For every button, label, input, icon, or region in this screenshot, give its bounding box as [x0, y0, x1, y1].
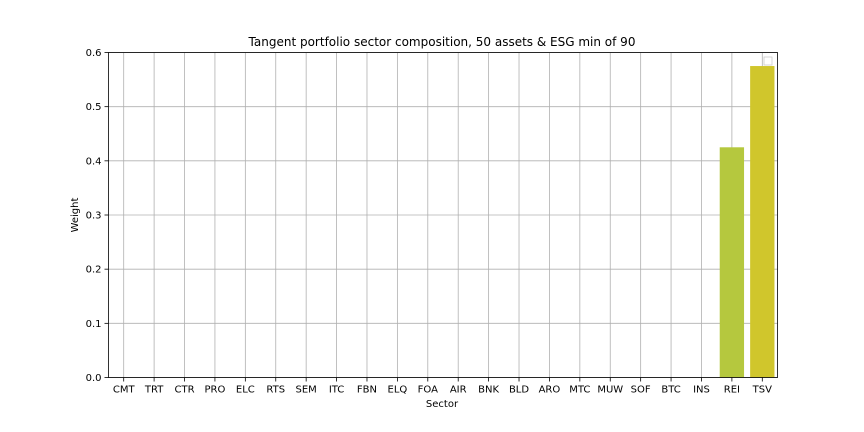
y-tick-label: 0.4	[86, 156, 102, 167]
x-tick-label: REI	[724, 385, 740, 396]
x-tick-label: INS	[693, 385, 710, 396]
x-tick-label: MTC	[569, 385, 590, 396]
legend	[763, 56, 773, 66]
y-tick-label: 0.1	[86, 319, 102, 330]
x-axis-label: Sector	[426, 399, 459, 410]
x-tick-label: MUW	[597, 385, 623, 396]
x-tick-label: PRO	[205, 385, 226, 396]
x-tick-label: BTC	[661, 385, 680, 396]
chart-title: Tangent portfolio sector composition, 50…	[248, 35, 636, 49]
x-tick-label: BLD	[509, 385, 529, 396]
x-tick-label: BNK	[478, 385, 499, 396]
legend-box	[763, 56, 773, 66]
bars	[719, 66, 775, 378]
x-tick-label: AIR	[450, 385, 467, 396]
y-tick-label: 0.2	[86, 265, 102, 276]
x-tick-label: ELQ	[388, 385, 408, 396]
bar-tsv	[750, 66, 775, 378]
x-tick-label: FBN	[357, 385, 377, 396]
x-tick-label: CTR	[174, 385, 194, 396]
x-tick-label: RTS	[266, 385, 285, 396]
x-tick-label: CMT	[113, 385, 136, 396]
y-tick-label: 0.3	[86, 211, 102, 222]
grid	[108, 52, 778, 378]
x-tick-label: SEM	[296, 385, 317, 396]
x-tick-label: FOA	[418, 385, 438, 396]
x-tick-label: ARO	[539, 385, 561, 396]
y-tick-label: 0.0	[86, 373, 102, 384]
y-tick-label: 0.5	[86, 102, 102, 113]
x-tick-label: TSV	[752, 385, 772, 396]
x-tick-label: SOF	[631, 385, 651, 396]
y-tick-label: 0.6	[86, 48, 102, 59]
y-axis-label: Weight	[70, 198, 81, 233]
bar-rei	[719, 147, 745, 378]
x-tick-label: ELC	[236, 385, 255, 396]
x-tick-label: TRT	[144, 385, 164, 396]
x-tick-label: ITC	[329, 385, 344, 396]
axis-ticks: 0.0 0.1 0.2 0.3 0.4 0.5 0.6 CMT TRT CTR PRO ELC RTS S…	[86, 48, 773, 396]
